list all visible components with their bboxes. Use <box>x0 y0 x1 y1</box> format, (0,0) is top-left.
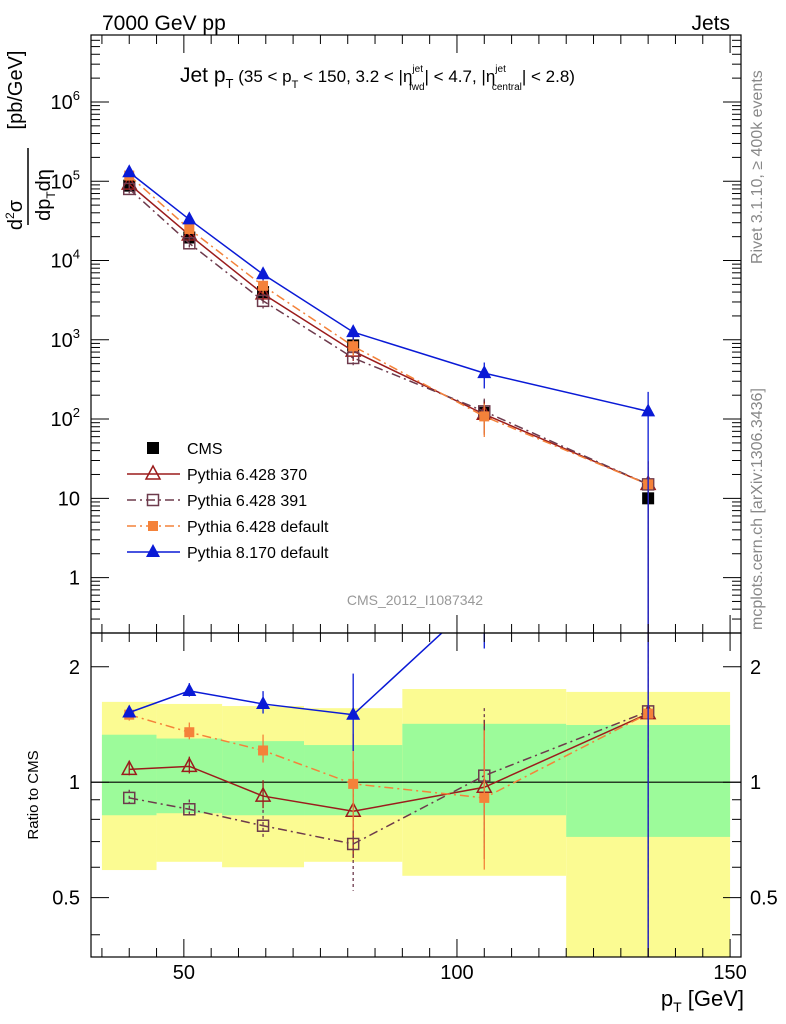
y-tick-label: 104 <box>51 247 80 273</box>
ratio-point <box>181 756 198 773</box>
x-tick-label: 50 <box>173 962 195 984</box>
x-tick-label: 100 <box>440 962 473 984</box>
ratio-point <box>182 682 197 696</box>
legend-item-pythia-8-170-default: Pythia 8.170 default <box>127 544 329 562</box>
x-tick-label: 150 <box>713 962 746 984</box>
data-point <box>641 403 656 417</box>
ratio-line-pythia-6-428-370 <box>129 712 649 812</box>
legend-item-pythia-6-428-391: Pythia 6.428 391 <box>127 493 307 510</box>
data-point <box>122 182 136 196</box>
svg-text:dpTdη: dpTdη <box>33 169 58 221</box>
data-point <box>258 280 269 291</box>
ratio-point <box>254 786 272 802</box>
legend-label: Pythia 6.428 370 <box>187 467 307 484</box>
series-pythia-6-428-370 <box>120 174 657 633</box>
ratio-tick-label-left: 2 <box>69 657 80 679</box>
series-line-pythia-8-170-default <box>128 171 649 413</box>
ratio-line-pythia-6-428-default <box>129 712 649 799</box>
ratio-tick-label-left: 1 <box>69 772 80 794</box>
data-point <box>479 411 490 422</box>
upper-frame <box>90 34 742 634</box>
svg-text:[pb/GeV]: [pb/GeV] <box>5 51 27 130</box>
series-pythia-8-170-default <box>122 164 656 633</box>
y-tick-label: 106 <box>51 88 80 114</box>
legend-label: Pythia 6.428 391 <box>187 493 307 510</box>
lower-frame <box>90 632 742 958</box>
ratio-point <box>183 803 196 816</box>
legend-marker <box>147 442 159 454</box>
upper-panel: 1 10 102 103 104 105 106 <box>51 34 742 634</box>
beam-label: 7000 GeV pp <box>102 12 226 35</box>
ratio-line-pythia-8-170-default <box>128 633 443 716</box>
mcplots-label: mcplots.cern.ch [arXiv:1306.3436] <box>749 388 766 630</box>
legend-label: CMS <box>187 441 223 458</box>
y-tick-label: 10 <box>58 488 80 510</box>
legend-item-cms: CMS <box>147 441 223 458</box>
ratio-point <box>479 792 490 803</box>
data-point <box>183 237 196 250</box>
y-tick-label: 105 <box>51 167 80 193</box>
ratio-tick-label-right: 1 <box>750 772 761 794</box>
ratio-line-pythia-6-428-391 <box>129 710 649 845</box>
svg-text:d2σ: d2σ <box>3 199 27 230</box>
upper-y-axis-label: d2σ dpTdη [pb/GeV] <box>3 51 58 231</box>
ratio-point <box>184 727 195 738</box>
ratio-point <box>346 837 360 851</box>
plot-title: Jet pT (35 < pT < 150, 3.2 < |ηjet fwd| <… <box>180 64 575 93</box>
rivet-label: Rivet 3.1.10, ≥ 400k events <box>749 70 766 264</box>
ratio-point <box>256 695 271 709</box>
legend-label: Pythia 6.428 default <box>187 519 329 536</box>
y-tick-label: 103 <box>51 326 80 352</box>
series-cms <box>123 179 655 633</box>
ratio-point <box>348 778 359 789</box>
ratio-point <box>346 706 361 720</box>
category-label: Jets <box>691 12 730 35</box>
ratio-point <box>122 704 137 718</box>
data-point <box>122 164 137 178</box>
legend-marker <box>146 544 160 557</box>
data-point <box>182 211 197 225</box>
series-pythia-6-428-391 <box>122 182 655 633</box>
series-line-pythia-6-428-370 <box>128 183 649 486</box>
ratio-tick-label-right: 0.5 <box>750 888 778 910</box>
y-tick-label: 1 <box>69 568 80 590</box>
ratio-point <box>258 745 269 756</box>
legend-item-pythia-6-428-370: Pythia 6.428 370 <box>127 464 307 484</box>
data-point <box>254 284 272 300</box>
ratio-series-pythia-8-170-default <box>122 633 649 957</box>
legend: CMS Pythia 6.428 370 Pythia 6.428 391 Pythi… <box>127 441 329 562</box>
legend-marker <box>146 493 160 507</box>
data-point <box>256 294 270 308</box>
data-point <box>477 365 492 379</box>
legend-label: Pythia 8.170 default <box>187 545 329 562</box>
data-point <box>346 324 361 338</box>
ratio-tick-label-right: 2 <box>750 657 761 679</box>
x-axis-label: pT [GeV] <box>661 986 744 1015</box>
series-line-pythia-6-428-default <box>128 174 649 486</box>
legend-marker <box>144 464 162 480</box>
analysis-id: CMS_2012_I1087342 <box>347 592 483 608</box>
ratio-point <box>122 791 136 805</box>
legend-item-pythia-6-428-default: Pythia 6.428 default <box>127 519 329 536</box>
ratio-point <box>120 759 138 776</box>
y-tick-label: 102 <box>51 405 80 431</box>
data-point <box>348 341 359 352</box>
ratio-tick-label-left: 0.5 <box>52 888 80 910</box>
series-pythia-6-428-default <box>124 170 654 633</box>
lower-panel: 0.5 0.5 1 1 2 2 50 100 150 <box>52 632 778 984</box>
legend-marker <box>148 521 158 531</box>
ratio-point <box>256 819 270 832</box>
data-point <box>256 266 271 280</box>
data-point <box>184 223 195 234</box>
lower-y-axis-label: Ratio to CMS <box>25 750 42 839</box>
